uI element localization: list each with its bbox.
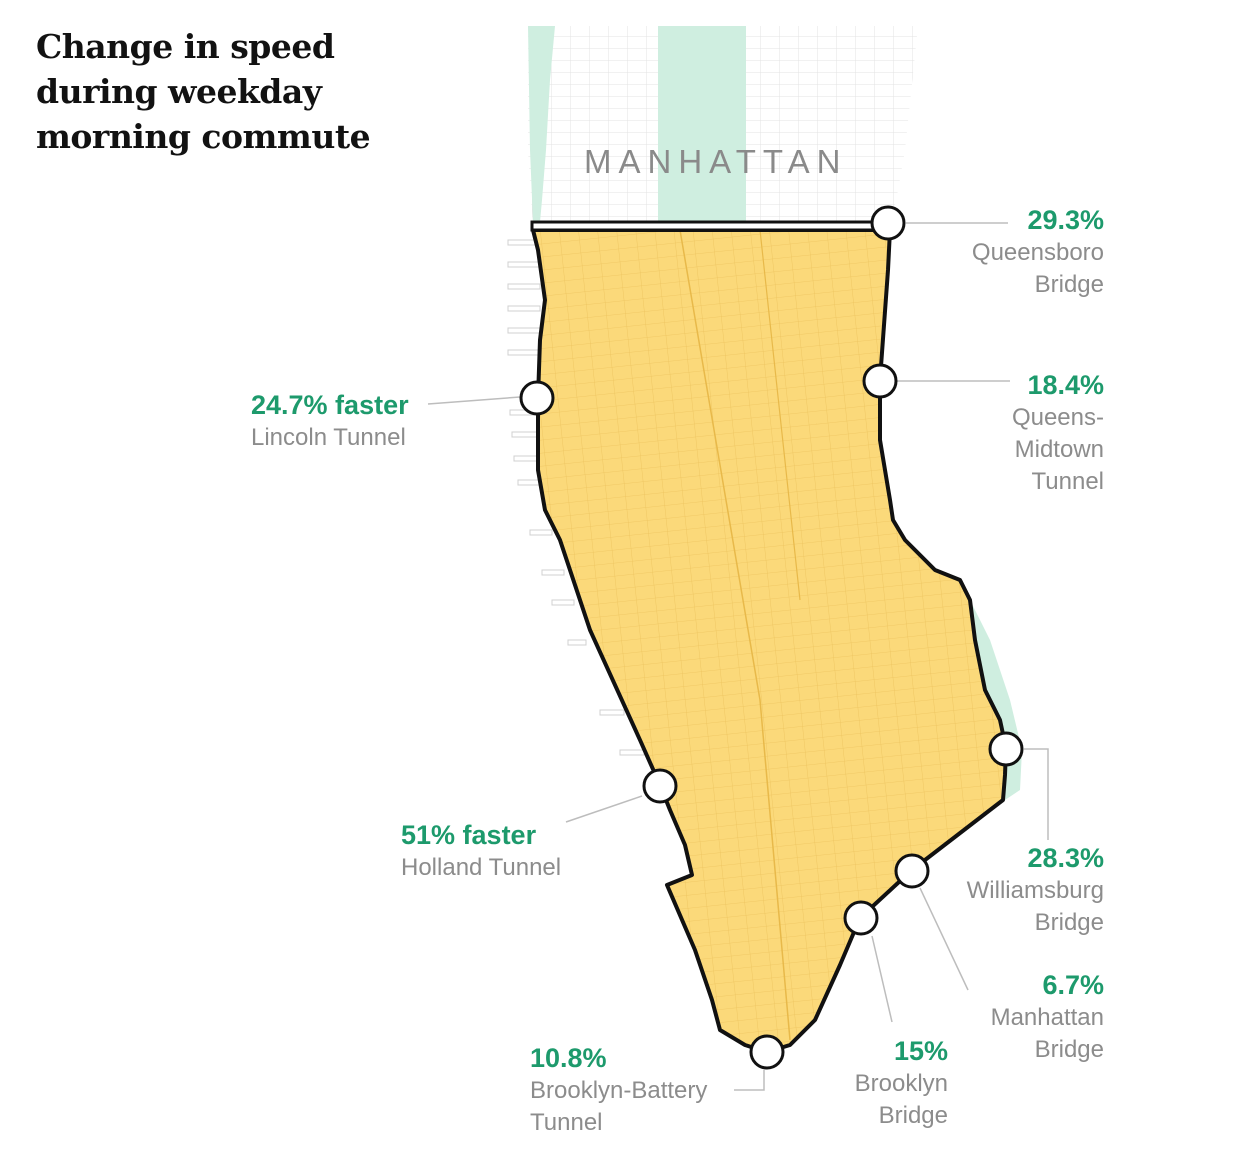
marker-brooklyn bbox=[843, 900, 879, 936]
lincoln-value: 24.7% faster bbox=[251, 390, 409, 420]
lincoln-name: Lincoln Tunnel bbox=[251, 424, 406, 451]
callout-queens-midtown: 18.4% Queens- Midtown Tunnel bbox=[904, 368, 1104, 498]
brooklyn-value: 15% bbox=[893, 1036, 948, 1066]
riverside-park bbox=[528, 26, 555, 222]
leader-lincoln bbox=[427, 396, 521, 405]
leader-manhattan bbox=[919, 887, 969, 991]
zone-boundary bbox=[531, 228, 1008, 1054]
marker-manhattan bbox=[894, 853, 930, 889]
brooklyn-name: Brooklyn Bridge bbox=[854, 1070, 948, 1129]
holland-name: Holland Tunnel bbox=[401, 854, 562, 881]
chart-title: Change in speed during weekday morning c… bbox=[36, 27, 371, 156]
callout-queensboro: 29.3% Queensboro Bridge bbox=[904, 203, 1104, 301]
callout-holland: 51% faster Holland Tunnel bbox=[401, 818, 641, 884]
callout-williamsburg: 28.3% Williamsburg Bridge bbox=[904, 841, 1104, 939]
callout-brooklyn-battery: 10.8% Brooklyn-Battery Tunnel bbox=[530, 1041, 750, 1139]
brooklyn-battery-value: 10.8% bbox=[530, 1043, 607, 1073]
queens-midtown-value: 18.4% bbox=[1027, 370, 1104, 400]
marker-holland bbox=[642, 768, 678, 804]
marker-brooklyn-battery bbox=[749, 1034, 785, 1070]
crossing-markers bbox=[519, 205, 1024, 1070]
manhattan-value: 6.7% bbox=[1042, 970, 1104, 1000]
callout-lincoln: 24.7% faster Lincoln Tunnel bbox=[251, 388, 491, 454]
marker-williamsburg bbox=[988, 731, 1024, 767]
callout-manhattan: 6.7% Manhattan Bridge bbox=[904, 968, 1104, 1066]
queensboro-value: 29.3% bbox=[1027, 205, 1104, 235]
west-piers bbox=[507, 239, 645, 756]
leader-brooklyn bbox=[871, 935, 893, 1023]
marker-queens-midtown bbox=[862, 363, 898, 399]
marker-queensboro bbox=[870, 205, 906, 241]
holland-value: 51% faster bbox=[401, 820, 537, 850]
callout-brooklyn: 15% Brooklyn Bridge bbox=[748, 1034, 948, 1132]
leader-lines bbox=[427, 222, 1049, 1091]
north-boundary-60th-st bbox=[530, 220, 892, 232]
williamsburg-name: Williamsburg Bridge bbox=[966, 877, 1104, 936]
queensboro-name: Queensboro Bridge bbox=[971, 239, 1104, 298]
brooklyn-battery-name: Brooklyn-Battery Tunnel bbox=[530, 1077, 708, 1136]
leader-holland bbox=[565, 795, 643, 823]
queens-midtown-name: Queens- Midtown Tunnel bbox=[1011, 404, 1104, 495]
leader-williamsburg bbox=[1024, 748, 1049, 840]
manhattan-name: Manhattan Bridge bbox=[990, 1004, 1104, 1063]
central-park bbox=[658, 26, 746, 222]
williamsburg-value: 28.3% bbox=[1027, 843, 1104, 873]
marker-lincoln bbox=[519, 380, 555, 416]
leader-brooklyn-battery bbox=[734, 1070, 765, 1091]
borough-label: MANHATTAN bbox=[584, 143, 848, 180]
